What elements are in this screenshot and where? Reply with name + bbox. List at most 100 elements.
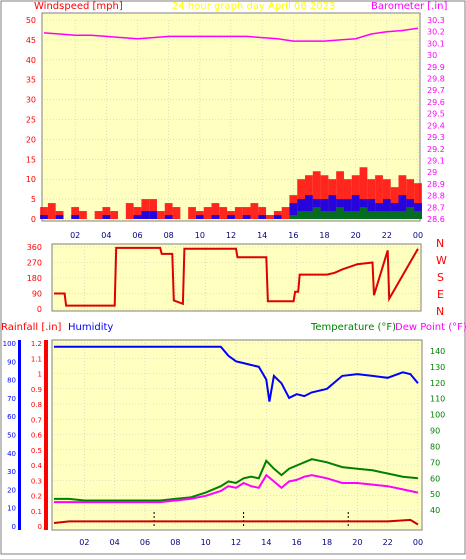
humidity-y-tick-label: 10 <box>7 505 16 513</box>
gust-bar <box>328 195 337 219</box>
average-bar <box>343 211 352 219</box>
direction-y-tick-label: 360 <box>27 243 42 252</box>
rainfall-axis-bar <box>44 340 48 530</box>
average-bar <box>382 211 391 219</box>
temperature-x-tick-label: 12 <box>231 538 241 547</box>
chart-title: 24 hour graph day April 06 2023 <box>172 1 335 12</box>
temperature-x-tick-label: 16 <box>292 538 302 547</box>
rain-y-tick-label: 1.2 <box>31 340 42 348</box>
axes-layer: 0510152025303540455028.628.728.828.92929… <box>3 16 446 547</box>
gust-bar <box>133 215 142 219</box>
temperature-axis-title: Temperature (°F) <box>310 322 396 333</box>
temperature-x-tick-label: 04 <box>110 538 120 547</box>
windspeed-bar <box>359 167 368 219</box>
gust-bar <box>211 215 220 219</box>
barometer-y-tick-label: 30.3 <box>427 16 445 25</box>
windspeed-bar <box>414 183 422 219</box>
windspeed-bar <box>250 203 259 219</box>
dewpoint-line <box>54 473 419 504</box>
humidity-y-tick-label: 70 <box>7 395 16 403</box>
direction-y-tick-label: 180 <box>27 274 42 283</box>
temperature-y-tick-label: 100 <box>430 411 445 420</box>
windspeed-bar <box>47 203 56 219</box>
average-bar <box>359 207 368 219</box>
rain-y-tick-label: 0.9 <box>31 386 42 394</box>
windspeed-bar <box>94 211 103 219</box>
average-bar <box>390 211 399 219</box>
temperature-y-tick-label: 40 <box>430 506 440 515</box>
barometer-line <box>43 27 419 42</box>
wind-x-tick-label: 12 <box>226 231 236 240</box>
barometer-y-tick-label: 29.2 <box>427 145 445 154</box>
windspeed-bar <box>164 203 173 219</box>
wind-y-tick-label: 30 <box>26 96 36 105</box>
gust-bar <box>297 199 306 219</box>
gust-bar <box>102 215 111 219</box>
humidity-y-tick-label: 60 <box>7 413 16 421</box>
wind-y-tick-label: 0 <box>31 215 36 224</box>
gust-bar <box>164 215 173 219</box>
barometer-y-tick-label: 28.6 <box>427 215 445 224</box>
windspeed-bar <box>273 211 282 219</box>
average-bar <box>336 207 344 219</box>
barometer-y-tick-label: 29.5 <box>427 110 445 119</box>
wind-y-tick-label: 40 <box>26 56 36 65</box>
rain-y-tick-label: 0 <box>38 523 42 531</box>
humidity-y-tick-label: 30 <box>7 468 16 476</box>
wind-x-tick-label: 06 <box>132 231 142 240</box>
temperature-y-tick-label: 80 <box>430 442 440 451</box>
temperature-x-tick-label: 10 <box>201 538 211 547</box>
barometer-y-tick-label: 29.7 <box>427 86 445 95</box>
rain-y-tick-label: 0.2 <box>31 493 42 501</box>
barometer-y-tick-label: 28.7 <box>427 203 445 212</box>
windspeed-bar <box>242 207 251 219</box>
gust-bar <box>351 195 360 219</box>
gust-bar <box>195 215 204 219</box>
windspeed-bar <box>141 199 150 219</box>
gust-bar <box>141 211 150 219</box>
humidity-y-tick-label: 90 <box>7 358 16 366</box>
temperature-y-tick-label: 110 <box>430 395 445 404</box>
barometer-y-tick-label: 30.2 <box>427 28 445 37</box>
wind-y-tick-label: 50 <box>26 16 36 25</box>
gust-bar <box>55 215 64 219</box>
wind-y-tick-label: 10 <box>26 175 36 184</box>
gust-bar <box>382 199 391 219</box>
windspeed-bar <box>110 211 119 219</box>
windspeed-bar <box>312 171 321 219</box>
wind-x-tick-label: 04 <box>101 231 111 240</box>
average-bar <box>328 211 337 219</box>
temperature-x-tick-label: 00 <box>413 538 423 547</box>
windspeed-bar <box>156 211 165 219</box>
temperature-y-tick-label: 50 <box>430 490 440 499</box>
rain-y-tick-label: 0.5 <box>31 447 42 455</box>
humidity-line <box>54 345 419 402</box>
rain-y-tick-label: 0.7 <box>31 416 42 424</box>
barometer-y-tick-label: 29.8 <box>427 75 445 84</box>
windspeed-bar <box>234 207 243 219</box>
temperature-y-tick-label: 130 <box>430 363 445 372</box>
gust-bar <box>273 215 282 219</box>
wind-x-tick-label: 16 <box>288 231 298 240</box>
humidity-y-tick-label: 20 <box>7 486 16 494</box>
windspeed-bar <box>55 211 64 219</box>
average-bar <box>312 207 321 219</box>
barometer-y-tick-label: 29.3 <box>427 133 445 142</box>
gust-bar <box>242 215 251 219</box>
rain-y-tick-label: 0.4 <box>31 462 43 470</box>
windspeed-bar <box>195 211 204 219</box>
rain-y-tick-label: 0.3 <box>31 477 42 485</box>
humidity-y-tick-label: 80 <box>7 377 16 385</box>
temperature-line <box>54 458 419 502</box>
temperature-x-tick-label: 22 <box>383 538 393 547</box>
average-bar <box>367 211 376 219</box>
humidity-y-tick-label: 50 <box>7 432 16 440</box>
temperature-y-tick-label: 60 <box>430 474 440 483</box>
windspeed-bar <box>188 207 196 219</box>
temperature-plot-area <box>51 339 423 531</box>
windspeed-bar <box>219 207 228 219</box>
humidity-axis-title: Humidity <box>68 322 113 333</box>
barometer-axis-title: Barometer [.in] <box>371 1 447 12</box>
temperature-y-tick-label: 70 <box>430 458 440 467</box>
temperature-x-tick-label: 02 <box>79 538 89 547</box>
